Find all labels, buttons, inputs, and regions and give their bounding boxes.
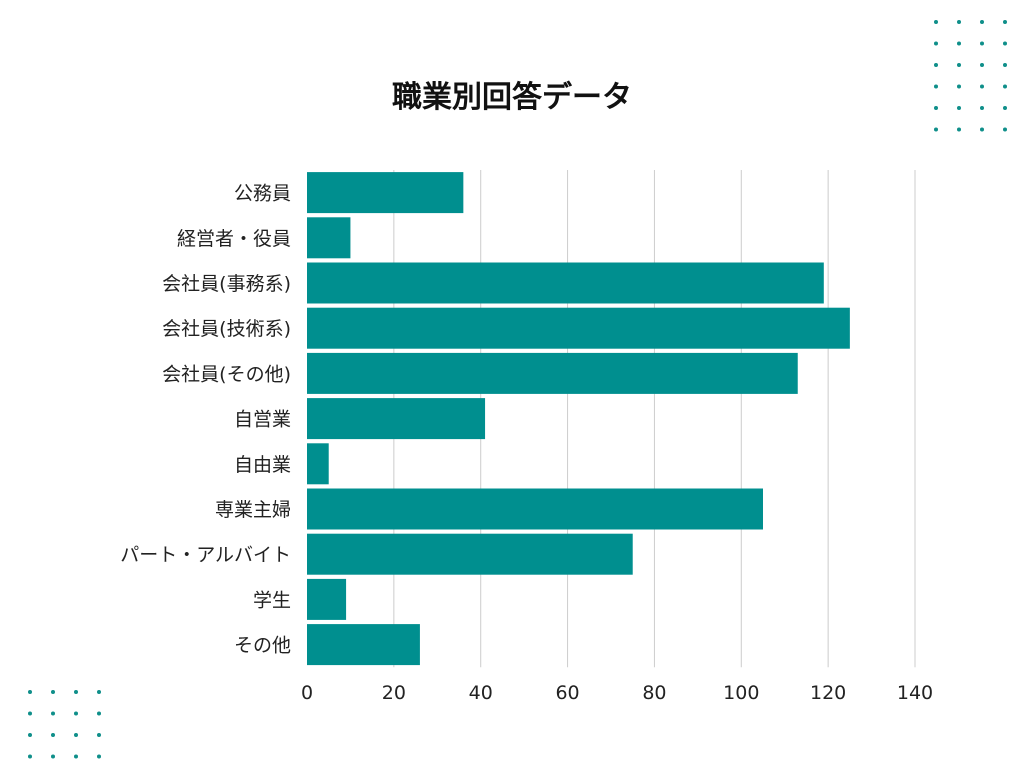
category-label: 自営業	[234, 409, 291, 431]
decor-dot	[934, 106, 938, 110]
decor-dot	[74, 711, 78, 716]
decor-dot	[934, 20, 938, 24]
decor-dot	[980, 41, 984, 46]
decor-dot	[1003, 106, 1007, 110]
x-tick-label: 0	[301, 682, 313, 704]
decorative-dot-grid-bottom-left	[28, 690, 101, 759]
decor-dot	[1003, 127, 1007, 132]
decor-dot	[97, 690, 101, 694]
x-tick-label: 140	[897, 682, 933, 704]
bar	[307, 352, 798, 394]
bar	[307, 443, 329, 485]
category-label: 学生	[253, 589, 291, 611]
category-label: 会社員(事務系)	[162, 273, 291, 295]
x-tick-label: 100	[723, 682, 759, 704]
decor-dot	[980, 84, 984, 89]
bar	[307, 624, 420, 666]
bar	[307, 398, 486, 440]
category-label: 自由業	[234, 454, 291, 476]
decor-dot	[74, 733, 78, 737]
decor-dot	[980, 63, 984, 67]
decor-dot	[957, 63, 961, 67]
category-label: 会社員(その他)	[162, 363, 291, 385]
decor-dot	[1003, 41, 1007, 46]
category-label: その他	[234, 635, 291, 657]
bar	[307, 578, 347, 620]
decor-dot	[957, 84, 961, 89]
decor-dot	[934, 127, 938, 132]
bar	[307, 307, 850, 349]
bar	[307, 488, 763, 530]
decorative-dot-grid-top-right	[934, 20, 1007, 132]
decor-dot	[980, 106, 984, 110]
bars	[307, 172, 850, 666]
decor-dot	[980, 20, 984, 24]
decor-dot	[74, 754, 78, 759]
decor-dot	[1003, 20, 1007, 24]
decor-dot	[1003, 63, 1007, 67]
category-label: 専業主婦	[215, 499, 291, 521]
decor-dot	[980, 127, 984, 132]
decor-dot	[957, 106, 961, 110]
decor-dot	[97, 733, 101, 737]
decor-dot	[51, 754, 55, 759]
decor-dot	[28, 754, 32, 759]
category-label: パート・アルバイト	[120, 544, 291, 566]
category-label: 公務員	[234, 183, 291, 205]
bar	[307, 172, 464, 214]
decor-dot	[28, 690, 32, 694]
decor-dot	[934, 63, 938, 67]
x-tick-label: 20	[382, 682, 406, 704]
decor-dot	[957, 20, 961, 24]
decor-dot	[28, 733, 32, 737]
decor-dot	[1003, 84, 1007, 89]
bar	[307, 533, 633, 575]
chart-title: 職業別回答データ	[392, 80, 632, 115]
decor-dot	[97, 754, 101, 759]
x-tick-label: 40	[469, 682, 493, 704]
decor-dot	[957, 41, 961, 46]
decor-dot	[51, 733, 55, 737]
bar	[307, 217, 351, 259]
x-tick-label: 60	[555, 682, 579, 704]
x-tick-labels: 0 20 40 60 80 100 120 140	[301, 682, 933, 704]
decor-dot	[28, 711, 32, 716]
decor-dot	[97, 711, 101, 716]
category-label: 経営者・役員	[177, 228, 291, 250]
decor-dot	[957, 127, 961, 132]
decor-dot	[934, 84, 938, 89]
decor-dot	[51, 690, 55, 694]
x-tick-label: 120	[810, 682, 846, 704]
bar	[307, 262, 824, 304]
decor-dot	[934, 41, 938, 46]
category-label: 会社員(技術系)	[162, 318, 291, 340]
decor-dot	[51, 711, 55, 716]
x-tick-label: 80	[642, 682, 666, 704]
decor-dot	[74, 690, 78, 694]
